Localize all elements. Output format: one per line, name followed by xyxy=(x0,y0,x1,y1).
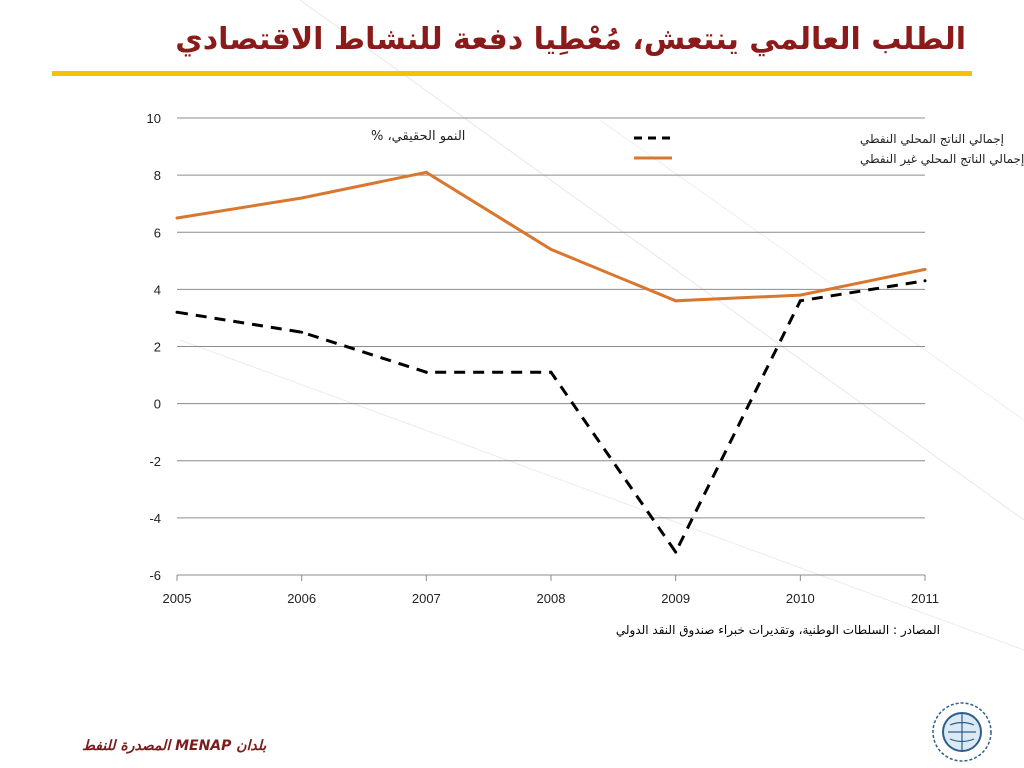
y-tick-label: 0 xyxy=(154,397,161,412)
y-tick-label: -6 xyxy=(149,568,161,583)
data-point xyxy=(798,299,802,303)
x-tick-label: 2009 xyxy=(661,591,690,606)
series-line-1 xyxy=(176,279,926,556)
data-point xyxy=(549,370,553,374)
slide-title: الطلب العالمي ينتعش، مُعْطِيا دفعة للنشا… xyxy=(175,22,966,57)
data-point xyxy=(674,299,678,303)
y-tick-label: -2 xyxy=(149,454,161,469)
y-tick-label: 10 xyxy=(147,111,161,126)
x-tick-label: 2006 xyxy=(287,591,316,606)
data-point xyxy=(424,370,428,374)
title-rule xyxy=(52,71,972,76)
data-point xyxy=(175,310,179,314)
x-tick-label: 2010 xyxy=(786,591,815,606)
data-point xyxy=(549,247,553,251)
legend-label: إجمالي الناتج المحلي النفطي xyxy=(860,132,1004,146)
y-tick-label: -4 xyxy=(149,511,161,526)
y-axis-label: النمو الحقيقي، % xyxy=(371,129,465,144)
footer-label: بلدان MENAP المصدرة للنفط xyxy=(82,738,267,754)
x-tick-label: 2011 xyxy=(911,591,939,606)
data-point xyxy=(175,216,179,220)
data-point xyxy=(923,267,927,271)
y-tick-label: 8 xyxy=(154,168,161,183)
y-tick-label: 4 xyxy=(154,282,161,297)
source-note: المصادر : السلطات الوطنية، وتقديرات خبرا… xyxy=(615,623,940,637)
data-point xyxy=(674,550,678,554)
x-tick-label: 2005 xyxy=(163,591,192,606)
data-point xyxy=(300,196,304,200)
series-line-2 xyxy=(176,170,926,303)
x-tick-label: 2007 xyxy=(412,591,441,606)
legend-label: إجمالي الناتج المحلي غير النفطي xyxy=(860,152,1024,167)
y-tick-label: 2 xyxy=(154,340,161,355)
y-tick-label: 6 xyxy=(154,225,161,240)
data-point xyxy=(923,279,927,283)
data-point xyxy=(300,330,304,334)
imf-seal-icon xyxy=(932,702,992,762)
data-point xyxy=(798,293,802,297)
x-tick-label: 2008 xyxy=(537,591,566,606)
data-point xyxy=(424,170,428,174)
